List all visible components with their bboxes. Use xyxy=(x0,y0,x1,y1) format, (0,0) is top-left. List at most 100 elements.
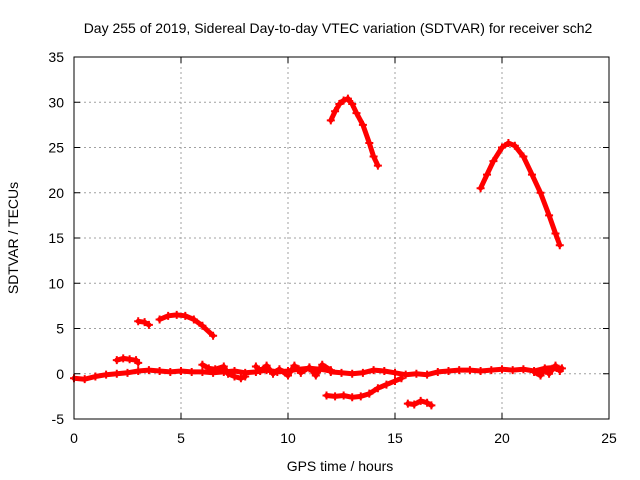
x-tick-label: 20 xyxy=(494,430,510,446)
y-axis-label: SDTVAR / TECUs xyxy=(5,182,21,294)
data-point xyxy=(373,161,382,170)
data-point xyxy=(397,374,406,383)
data-point xyxy=(540,365,549,374)
data-point xyxy=(483,170,492,179)
data-point xyxy=(476,367,485,376)
data-point xyxy=(545,369,554,378)
data-point xyxy=(465,366,474,375)
y-tick-label: 10 xyxy=(48,275,64,291)
data-point xyxy=(140,318,149,327)
data-point xyxy=(536,188,545,197)
data-point xyxy=(391,368,399,377)
data-point xyxy=(423,398,432,407)
data-point xyxy=(181,311,190,320)
y-tick-label: 0 xyxy=(56,366,64,382)
data-point xyxy=(508,366,517,375)
series-baseline-right xyxy=(326,363,566,379)
data-point xyxy=(144,366,153,375)
data-point xyxy=(555,241,564,250)
data-point xyxy=(326,366,335,375)
data-point xyxy=(380,367,389,376)
data-point xyxy=(365,389,374,398)
data-point xyxy=(343,94,352,103)
series-arc-30 xyxy=(326,94,382,170)
data-point xyxy=(262,361,271,370)
data-point xyxy=(555,367,564,376)
data-point xyxy=(489,157,498,166)
data-point xyxy=(410,400,419,409)
data-point xyxy=(166,367,175,376)
data-point xyxy=(423,370,432,379)
series-arc-5 xyxy=(155,310,218,340)
data-point xyxy=(444,367,453,376)
data-point xyxy=(519,152,528,161)
data-point xyxy=(224,369,233,378)
series-noise-cluster-1 xyxy=(198,360,250,383)
data-point xyxy=(416,396,425,405)
data-point xyxy=(311,371,320,380)
data-point xyxy=(198,367,207,376)
data-point xyxy=(373,384,382,393)
data-point xyxy=(230,372,239,381)
x-tick-label: 10 xyxy=(280,430,296,446)
series-early-bump xyxy=(112,354,143,367)
data-point xyxy=(284,371,292,380)
series-negative-mid xyxy=(322,374,406,402)
data-point xyxy=(187,367,196,376)
data-point xyxy=(348,100,357,109)
data-point xyxy=(433,367,442,376)
data-point xyxy=(356,392,365,401)
data-point xyxy=(155,315,164,324)
grid-layer xyxy=(74,57,609,419)
y-tick-label: 15 xyxy=(48,230,64,246)
data-point xyxy=(510,141,519,150)
x-tick-label: 25 xyxy=(601,430,617,446)
data-point xyxy=(134,358,143,367)
data-point xyxy=(296,368,305,377)
data-point xyxy=(236,374,245,383)
data-point xyxy=(331,107,340,116)
data-point xyxy=(102,370,111,379)
data-point xyxy=(504,138,513,147)
data-point xyxy=(527,170,536,179)
data-point xyxy=(155,367,164,376)
series-late-noise xyxy=(530,361,564,380)
data-point xyxy=(401,370,410,379)
data-point xyxy=(331,392,340,401)
data-point xyxy=(348,393,357,402)
tick-layer: 0 5 10 15 20 25 -5 0 5 10 15 20 25 30 35 xyxy=(48,49,617,446)
chart-title: Day 255 of 2019, Sidereal Day-to-day VTE… xyxy=(84,20,593,36)
data-point xyxy=(455,366,464,375)
data-point xyxy=(112,356,121,365)
data-point xyxy=(290,361,299,370)
data-point xyxy=(382,380,391,389)
y-tick-label: 5 xyxy=(56,321,64,337)
data-point xyxy=(177,367,185,376)
data-point xyxy=(352,109,361,118)
series-noise-cluster-2 xyxy=(251,360,335,380)
data-point xyxy=(427,401,436,410)
data-point xyxy=(358,368,367,377)
data-point xyxy=(189,315,198,324)
x-tick-label: 5 xyxy=(177,430,185,446)
data-point xyxy=(269,369,278,378)
series-arc-25 xyxy=(476,138,564,250)
data-point xyxy=(545,211,554,220)
data-point xyxy=(487,366,496,375)
data-point xyxy=(498,143,506,152)
data-point xyxy=(551,229,560,238)
series-layer xyxy=(70,94,566,410)
data-point xyxy=(536,371,545,380)
data-point xyxy=(369,152,378,161)
y-tick-label: 30 xyxy=(48,94,64,110)
data-point xyxy=(134,367,143,376)
data-point xyxy=(219,362,228,371)
data-point xyxy=(251,362,260,371)
series-spike-arc-small xyxy=(134,317,153,329)
data-point xyxy=(211,365,220,374)
series-trace xyxy=(478,140,563,248)
data-point xyxy=(551,361,560,370)
data-point xyxy=(337,368,346,377)
data-point xyxy=(498,365,506,374)
